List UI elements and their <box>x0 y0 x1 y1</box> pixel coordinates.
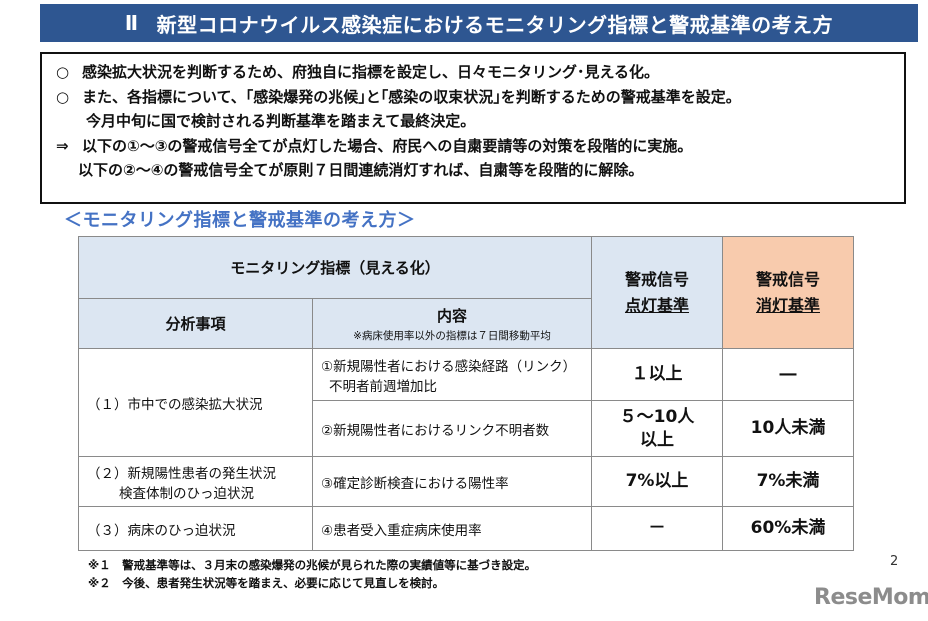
off-criteria-cell: 10人未満 <box>722 400 854 457</box>
summary-line-5: 以下の②～④の警戒信号全てが原則７日間連続消灯すれば、自粛等を段階的に解除。 <box>78 161 644 179</box>
header-content-note: ※病床使用率以外の指標は７日間移動平均 <box>353 329 551 342</box>
section-number: Ⅱ <box>124 11 139 35</box>
content-cell: ③確定診断検査における陽性率 <box>312 456 592 507</box>
header-on-criteria: 警戒信号 点灯基準 <box>591 236 723 349</box>
off-criteria-cell: 60%未満 <box>722 506 854 551</box>
table-row: （２）新規陽性患者の発生状況 検査体制のひっ迫状況 ③確定診断検査における陽性率… <box>78 456 854 507</box>
footnote-2: ※２ 今後、患者発生状況等を踏まえ、必要に応じて見直しを検討。 <box>88 576 445 590</box>
page-number: 2 <box>890 554 899 569</box>
on-criteria-cell: ５～10人 以上 <box>591 400 723 457</box>
title-banner: Ⅱ 新型コロナウイルス感染症におけるモニタリング指標と警戒基準の考え方 <box>40 4 918 42</box>
circle-bullet: ○ <box>56 87 70 106</box>
header-content: 内容 ※病床使用率以外の指標は７日間移動平均 <box>312 298 592 349</box>
summary-line-4: ⇒ 以下の①～③の警戒信号全てが点灯した場合、府民への自粛要請等の対策を段階的に実… <box>56 134 894 159</box>
header-off-criteria: 警戒信号 消灯基準 <box>722 236 854 349</box>
on-criteria-cell: 7%以上 <box>591 456 723 507</box>
category-cell: （１）市中での感染拡大状況 <box>78 348 313 457</box>
table-row: （１）市中での感染拡大状況 ①新規陽性者における感染経路（リンク） 不明者前週増… <box>78 348 854 457</box>
summary-line-3: 今月中旬に国で検討される判断基準を踏まえて最終決定。 <box>86 112 476 130</box>
page-title: 新型コロナウイルス感染症におけるモニタリング指標と警戒基準の考え方 <box>156 12 834 37</box>
content-cell: ④患者受入重症病床使用率 <box>312 506 592 551</box>
content-cell: ②新規陽性者におけるリンク不明者数 <box>312 400 592 457</box>
table-row: ②新規陽性者におけるリンク不明者数 ５～10人 以上 10人未満 <box>79 400 854 457</box>
header-monitoring: モニタリング指標（見える化） <box>78 236 592 299</box>
table-row: （３）病床のひっ迫状況 ④患者受入重症病床使用率 － 60%未満 <box>78 506 854 551</box>
off-criteria-cell: ― <box>722 348 854 401</box>
circle-bullet: ○ <box>56 63 70 81</box>
summary-line-1: ○ 感染拡大状況を判断するため、府独自に指標を設定し、日々モニタリング･見える化。 <box>56 60 894 85</box>
summary-box: ○ 感染拡大状況を判断するため、府独自に指標を設定し、日々モニタリング･見える化。… <box>40 52 906 204</box>
category-cell: （３）病床のひっ迫状況 <box>78 506 313 551</box>
arrow-bullet: ⇒ <box>56 136 69 155</box>
section-subtitle: ＜モニタリング指標と警戒基準の考え方＞ <box>64 210 416 231</box>
on-criteria-cell: １以上 <box>591 348 723 401</box>
header-category: 分析事項 <box>78 298 313 349</box>
summary-line-2: ○ また、各指標について、｢感染爆発の兆候｣と｢感染の収束状況｣を判断するための警… <box>56 85 894 110</box>
resemom-logo: ReseMom <box>814 585 928 610</box>
footnotes: ※１ 警戒基準等は、３月末の感染爆発の兆候が見られた際の実績値等に基づき設定。 … <box>88 556 536 592</box>
on-criteria-cell: － <box>591 506 723 551</box>
category-cell: （２）新規陽性患者の発生状況 検査体制のひっ迫状況 <box>78 456 313 507</box>
monitoring-table: モニタリング指標（見える化） 警戒信号 点灯基準 警戒信号 消灯基準 分析事項 … <box>78 236 854 551</box>
footnote-1: ※１ 警戒基準等は、３月末の感染爆発の兆候が見られた際の実績値等に基づき設定。 <box>88 558 537 572</box>
off-criteria-cell: 7%未満 <box>722 456 854 507</box>
content-cell: ①新規陽性者における感染経路（リンク） 不明者前週増加比 <box>312 348 592 401</box>
